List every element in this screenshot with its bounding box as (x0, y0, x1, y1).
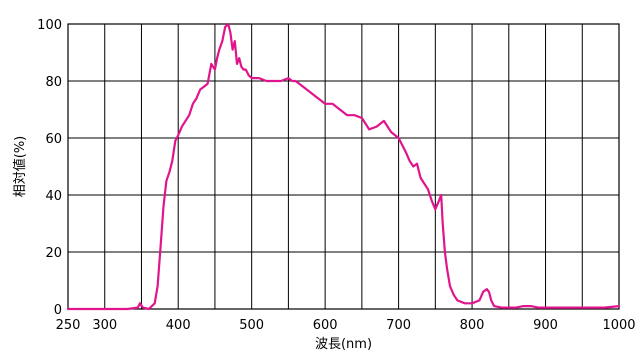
y-tick-label: 60 (45, 132, 62, 147)
x-tick-label: 700 (386, 318, 411, 333)
x-tick-label: 250 (56, 318, 81, 333)
x-tick-label: 1000 (602, 318, 635, 333)
y-tick-label: 80 (45, 75, 62, 90)
y-tick-label: 20 (45, 246, 62, 261)
x-tick-label: 900 (533, 318, 558, 333)
x-tick-label: 800 (460, 318, 485, 333)
y-tick-label: 40 (45, 189, 62, 204)
series-line (66, 22, 621, 311)
y-axis-label: 相対値(%) (12, 136, 28, 198)
y-tick-label: 100 (37, 18, 62, 33)
x-tick-labels: 250 300 400 500 600 700 800 900 1000 (56, 318, 636, 333)
x-tick-label: 400 (166, 318, 191, 333)
plot-frame (67, 23, 620, 310)
x-tick-label: 500 (239, 318, 264, 333)
y-tick-labels: 0 20 40 60 80 100 (37, 18, 62, 318)
x-tick-label: 300 (92, 318, 117, 333)
grid-lines (68, 23, 619, 310)
y-tick-label: 0 (54, 303, 62, 318)
x-axis-label: 波長(nm) (315, 337, 372, 352)
x-tick-label: 600 (313, 318, 338, 333)
